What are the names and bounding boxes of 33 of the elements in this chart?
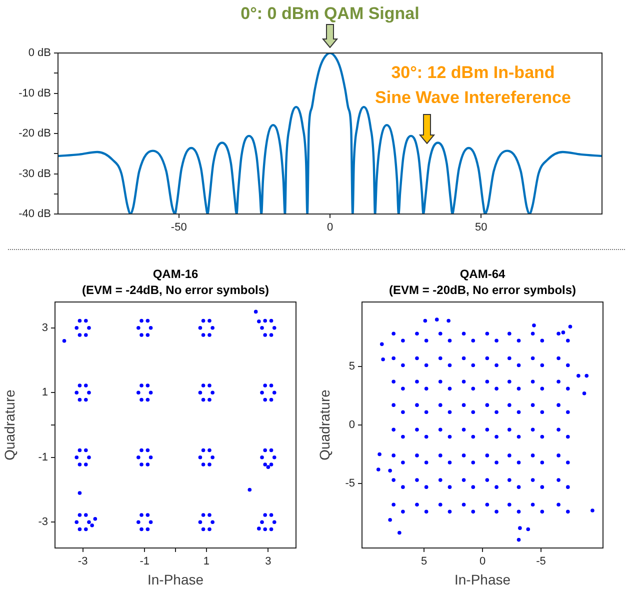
y-tick-label: 1 [42, 386, 48, 399]
x-tick-label: 50 [474, 222, 488, 234]
y-tick-label: 5 [348, 360, 355, 372]
y-tick-label: -1 [38, 451, 48, 464]
x-tick-label: -3 [78, 556, 88, 568]
y-tick-label: -20 dB [18, 128, 51, 140]
chart-subtitle: (EVM = -24dB, No error symbols) [82, 283, 270, 297]
text: 0°: 0 dBm QAM Signal [240, 3, 420, 25]
chart-subtitle: (EVM = -20dB, No error symbols) [388, 283, 576, 297]
y-axis-title: Quadrature [316, 389, 332, 460]
x-axis-title: In-Phase [454, 571, 511, 588]
y-tick-label: 3 [42, 322, 48, 334]
x-tick-label: -50 [170, 222, 187, 234]
y-tick-label: -10 dB [18, 87, 51, 100]
x-tick-label: 5 [420, 556, 428, 568]
y-axis-title: Quadrature [1, 389, 18, 460]
x-tick-label: -5 [536, 556, 546, 568]
x-tick-label: 3 [265, 556, 272, 568]
chart-title: QAM-16 [152, 267, 198, 281]
x-tick-label: 1 [203, 556, 210, 568]
annotation: 30°: 12 dBm In-band Sine Wave Intereference [374, 62, 572, 109]
x-tick-label: 0 [326, 222, 334, 234]
line-series [58, 53, 602, 214]
y-tick-label: -3 [38, 516, 48, 528]
y-tick-label: 0 dB [28, 47, 51, 60]
x-tick-label: 0 [479, 556, 486, 568]
x-tick-label: -1 [140, 556, 150, 568]
y-tick-label: -5 [345, 478, 355, 490]
y-tick-label: -40 dB [18, 208, 51, 220]
x-axis-title: In-Phase [147, 571, 204, 588]
chart-title: QAM-64 [460, 267, 506, 281]
y-tick-label: -30 dB [18, 168, 51, 180]
y-tick-label: 0 [348, 419, 355, 432]
